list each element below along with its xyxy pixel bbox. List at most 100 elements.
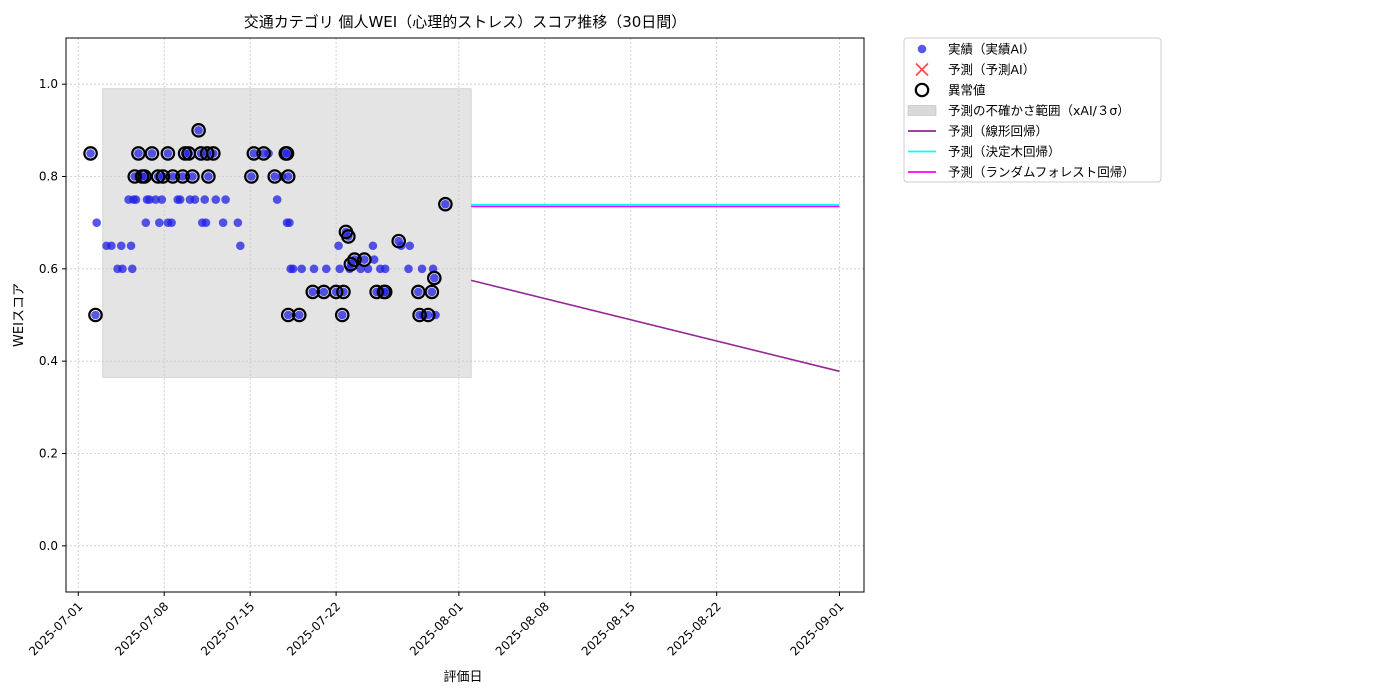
anomaly-marker <box>412 307 427 323</box>
anomaly-marker <box>377 284 393 300</box>
actual-point <box>285 218 294 227</box>
actual-point <box>204 172 213 181</box>
anomaly-marker <box>244 169 259 184</box>
actual-point <box>194 126 203 135</box>
legend-label: 異常値 <box>948 83 986 98</box>
anomaly-marker <box>246 146 262 161</box>
actual-point <box>247 172 256 181</box>
actual-point <box>414 287 423 297</box>
actual-point <box>249 149 259 158</box>
actual-point <box>404 264 413 274</box>
anomaly-marker <box>280 307 296 323</box>
uncertainty-band-layer <box>102 88 472 378</box>
actual-point <box>441 199 450 209</box>
actual-point <box>380 264 390 274</box>
forecast-line <box>470 279 840 373</box>
legend-band-swatch <box>907 105 937 116</box>
anomaly-marker <box>165 169 181 184</box>
actual-point <box>127 264 137 274</box>
forecast-line-layer <box>470 203 840 373</box>
actual-point <box>283 172 293 181</box>
actual-point <box>178 172 187 181</box>
actual-point <box>167 218 176 227</box>
anomaly-marker <box>411 284 426 300</box>
x-tick-label: 2025-07-01 <box>26 599 85 658</box>
x-axis-label: 評価日 <box>443 670 482 685</box>
x-tick-label: 2025-08-08 <box>493 599 552 658</box>
anomaly-marker <box>127 169 143 184</box>
actual-point <box>405 241 415 251</box>
legend-label: 予測（ランダムフォレスト回帰） <box>948 165 1135 180</box>
x-tick-label: 2025-09-01 <box>787 599 846 658</box>
actual-point <box>297 264 307 274</box>
actual-point <box>272 195 282 204</box>
anomaly-marker <box>144 146 160 161</box>
anomaly-marker <box>201 169 216 184</box>
actual-point <box>427 287 437 297</box>
x-tick-label: 2025-07-22 <box>284 599 343 658</box>
x-tick-label: 2025-08-01 <box>407 599 466 658</box>
actual-point <box>308 287 318 297</box>
actual-point <box>430 273 439 283</box>
anomaly-marker <box>191 123 206 138</box>
anomaly-marker <box>137 169 152 184</box>
legend-anomaly-marker <box>914 82 930 98</box>
anomaly-marker <box>175 169 190 184</box>
x-tick-label: 2025-07-08 <box>112 599 171 658</box>
y-axis-label: WEIスコア <box>12 283 27 347</box>
uncertainty-band <box>102 88 472 378</box>
actual-point <box>92 218 101 227</box>
actual-point <box>190 195 200 204</box>
x-tick-label: 2025-08-22 <box>665 599 724 658</box>
actual-point <box>294 310 304 320</box>
actual-point <box>145 195 154 204</box>
anomaly-marker <box>185 169 200 184</box>
anomaly-marker <box>438 196 453 212</box>
y-tick-label: 0.0 <box>39 539 58 553</box>
actual-point <box>134 149 143 158</box>
y-tick-label: 1.0 <box>39 77 58 91</box>
actual-point <box>368 241 378 251</box>
actual-point <box>335 264 345 274</box>
actual-point <box>264 149 273 158</box>
anomaly-marker <box>347 252 362 267</box>
y-tick-label: 0.4 <box>39 354 58 368</box>
y-tick-label: 0.8 <box>39 170 58 184</box>
actual-point <box>309 264 319 274</box>
anomaly-marker <box>420 307 436 323</box>
actual-point <box>140 172 149 181</box>
actual-point <box>107 241 116 251</box>
grid-layer <box>66 38 864 592</box>
actual-point <box>334 241 343 251</box>
legend-label: 予測（線形回帰） <box>948 124 1048 139</box>
anomaly-marker <box>280 169 296 184</box>
anomaly-marker <box>155 169 171 184</box>
actual-point <box>417 264 427 274</box>
legend-box <box>903 37 1162 183</box>
anomaly-marker <box>83 146 98 161</box>
anomaly-marker <box>291 307 307 323</box>
actual-point <box>236 241 245 251</box>
actual-point <box>233 218 243 227</box>
actual-point <box>337 310 347 320</box>
actual-point <box>201 218 211 227</box>
actual-point <box>288 264 298 274</box>
legend-forecast-x-marker <box>915 62 929 77</box>
anomaly-marker <box>131 146 146 161</box>
legend-label: 実績（実績AI） <box>948 42 1035 57</box>
actual-point <box>168 172 178 181</box>
anomaly-ring-layer <box>83 123 453 323</box>
x-tick-label: 2025-08-15 <box>579 599 638 658</box>
legend-actual-marker <box>917 44 927 54</box>
legend-label: 予測（予測AI） <box>948 62 1035 77</box>
actual-point <box>86 149 95 158</box>
actual-point <box>118 264 127 274</box>
anomaly-marker <box>88 307 103 323</box>
actual-point <box>270 172 280 181</box>
actual-point <box>319 287 329 297</box>
x-axis-ticks: 2025-07-01 2025-07-08 2025-07-15 2025-07-22… <box>26 592 847 659</box>
anomaly-marker <box>427 270 442 286</box>
y-tick-label: 0.6 <box>39 262 58 276</box>
